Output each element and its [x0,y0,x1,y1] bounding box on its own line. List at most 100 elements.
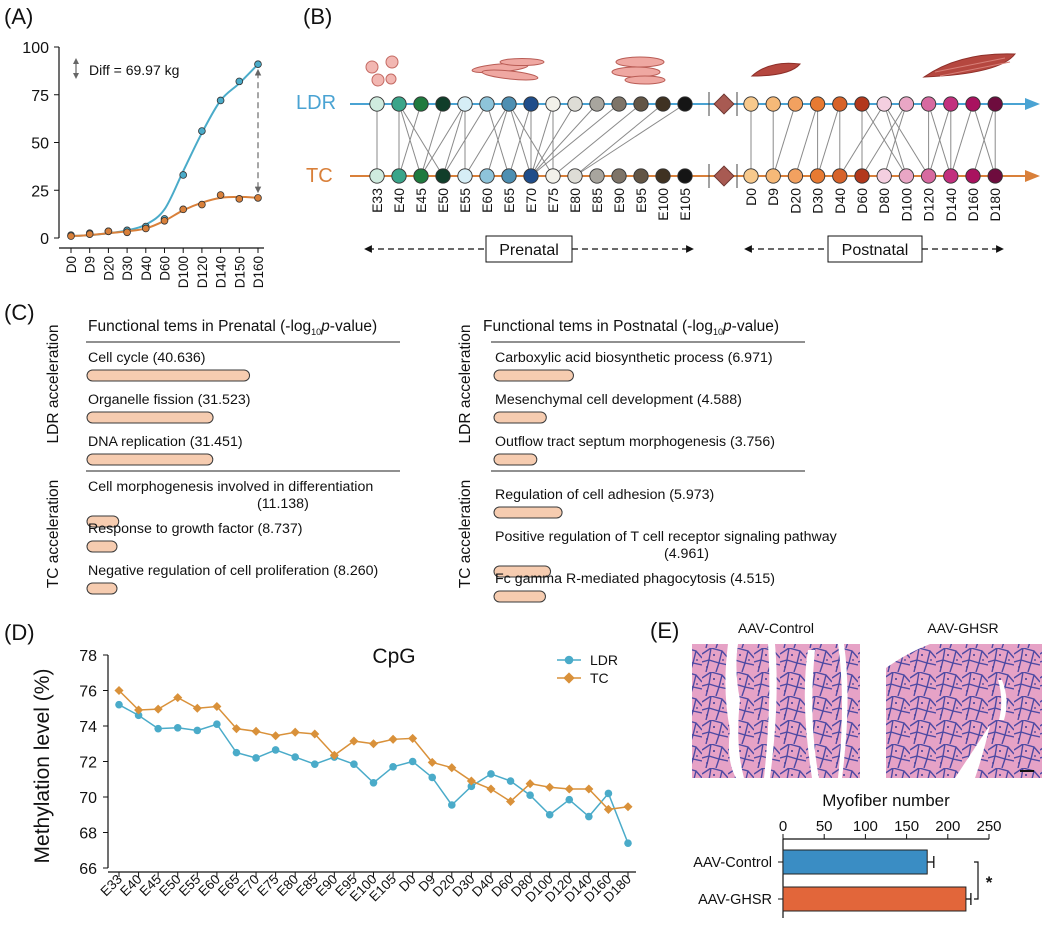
muscle-fiber-small-icon [750,62,801,77]
stage-node [787,96,804,112]
stage-label: D140 [943,188,959,222]
stage-node [965,96,981,112]
data-point [198,127,206,135]
stage-label: D9 [765,188,781,206]
data-point [428,773,437,782]
stage-node [943,168,959,184]
stage-node [479,168,495,184]
stage-label: D160 [965,188,981,222]
bar [782,886,967,912]
data-point [212,701,222,712]
x-tick-label: 150 [894,818,919,835]
x-tick-label: D160 [251,256,266,288]
stage-node [435,168,451,184]
myoblasts-icon [471,58,545,81]
stage-node [611,96,627,112]
data-point [271,746,280,754]
data-point [123,228,131,237]
data-point [585,812,593,821]
data-point [389,763,397,771]
stage-link [574,103,664,177]
stage-link [861,103,907,177]
stage-node [567,96,583,112]
data-point [179,171,188,179]
stage-node [765,168,781,184]
data-point [368,739,379,749]
functional-term-text: Fc gamma R-mediated phagocytosis (4.515) [495,571,775,587]
stage-label: D180 [987,188,1003,222]
functional-term-bar [493,369,574,382]
data-point [604,789,613,798]
stage-label: E70 [523,188,539,213]
stage-node [633,96,649,112]
stage-node [809,168,826,184]
data-point [173,693,183,703]
stage-node [787,168,804,184]
image-control-label: AAV-Control [738,620,814,636]
stage-node [435,96,451,112]
stage-node [655,96,671,112]
stage-node [545,168,561,184]
stage-label: E50 [435,188,451,213]
stage-node [898,96,915,112]
data-point [506,777,515,785]
data-point [623,802,633,812]
legend-tc-label: TC [590,670,609,686]
x-tick-label: D120 [195,256,210,288]
stage-label: E60 [479,188,495,213]
stage-node [655,168,671,184]
stage-node [854,168,870,184]
stage-link [574,103,686,177]
tc-row-label: TC [306,165,333,187]
x-tick-label: 200 [935,818,960,835]
postnatal-label: Postnatal [842,242,909,259]
y-tick-label: 25 [31,183,49,200]
stage-node [743,96,759,112]
data-point [584,784,594,794]
stage-node [589,96,605,112]
functional-term-text: (11.138) [257,496,309,512]
histology-control-image [692,644,860,778]
data-point [350,760,358,768]
functional-term-text: Response to growth factor (8.737) [88,521,303,537]
data-point [134,711,143,720]
x-tick-label: D0 [64,256,79,273]
stage-label: E40 [391,188,407,213]
stage-node [457,96,473,112]
data-point [179,205,188,214]
functional-term-bar [493,565,552,578]
y-tick-label: 72 [79,755,97,772]
stage-label: E85 [589,188,605,213]
stage-node [479,96,495,112]
functional-term-bar [86,540,118,553]
x-tick-label: D100 [176,256,191,288]
data-point [213,720,221,729]
bar-category-label: AAV-Control [693,855,772,871]
stage-node [677,96,693,112]
panel-d-y-axis-label: Methylation level (%) [31,669,54,864]
stage-link [530,103,598,177]
functional-term-bar [493,590,546,603]
functional-term-text: Positive regulation of T cell receptor s… [495,529,838,545]
stage-label: D120 [921,188,937,222]
panel-e: AAV-Control AAV-GHSR Myofiber number 0 50… [692,620,1042,918]
stage-node [809,96,826,112]
functional-term-bar [493,506,563,519]
data-point [254,194,262,202]
functional-term-bar [86,453,214,466]
y-tick-label: 68 [79,826,97,843]
functional-term-bar [86,411,214,424]
data-point [447,763,457,773]
data-point [427,757,437,767]
data-point [160,217,169,225]
functional-term-text: Carboxylic acid biosynthetic process (6.… [495,350,773,366]
stage-link [442,103,466,177]
y-tick-label: 70 [79,790,97,807]
data-point [564,784,574,794]
data-point [271,731,281,741]
data-point [290,727,300,737]
x-tick-label: D30 [120,256,135,281]
stage-node [920,96,937,112]
stage-link [817,103,841,177]
